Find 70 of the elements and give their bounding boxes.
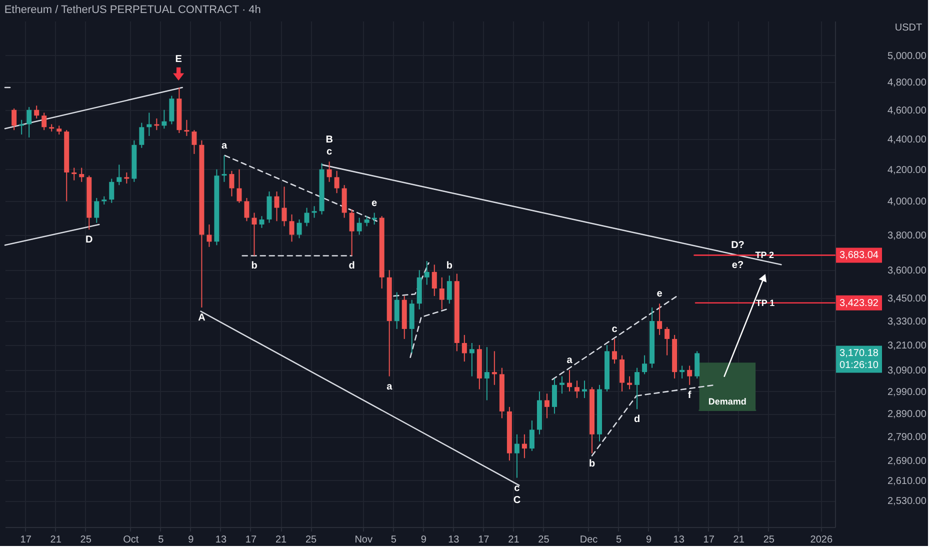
y-tick-label: 2,690.00 bbox=[888, 456, 927, 468]
annotation: e bbox=[372, 198, 378, 209]
y-tick-label: 3,800.00 bbox=[888, 230, 927, 242]
y-tick-label: 4,800.00 bbox=[888, 78, 927, 89]
chart-title: Ethereum / TetherUS PERPETUAL CONTRACT · 4h bbox=[4, 4, 261, 16]
x-tick-label: 5 bbox=[616, 534, 622, 546]
annotation: E bbox=[175, 54, 182, 65]
x-tick-label: 25 bbox=[763, 534, 775, 546]
x-tick-label: 17 bbox=[20, 534, 32, 546]
annotation: e bbox=[656, 288, 663, 300]
x-tick-label: 25 bbox=[538, 534, 550, 546]
x-tick-label: 21 bbox=[508, 534, 520, 546]
y-tick-label: 2,990.00 bbox=[888, 386, 927, 398]
annotation: C bbox=[513, 494, 521, 506]
annotation: c bbox=[326, 146, 333, 158]
y-tick-label: 3,600.00 bbox=[888, 266, 927, 277]
annotation: b bbox=[446, 260, 452, 272]
annotation: B bbox=[326, 134, 333, 146]
text: 3,170.18 01:26:10 bbox=[840, 348, 879, 372]
x-tick-label: 9 bbox=[420, 534, 427, 546]
x-tick-label: 25 bbox=[80, 534, 92, 546]
annotation: d bbox=[348, 260, 355, 272]
y-tick-label: 2,610.00 bbox=[888, 476, 927, 487]
x-tick-label: 5 bbox=[390, 534, 397, 546]
x-tick-label: 5 bbox=[158, 534, 164, 546]
annotation: c bbox=[612, 324, 618, 335]
y-tick-label: 3,090.00 bbox=[888, 365, 927, 376]
annotation: 3,423.92 bbox=[840, 298, 879, 309]
annotation: e? bbox=[732, 260, 744, 272]
annotation: b bbox=[588, 458, 596, 470]
annotation: 3,683.04 bbox=[840, 250, 879, 262]
y-tick-label: 4,600.00 bbox=[888, 105, 927, 116]
y-tick-label: 3,450.00 bbox=[888, 293, 927, 304]
x-tick-label: 13 bbox=[215, 534, 227, 546]
y-axis-title: USDT bbox=[894, 22, 922, 34]
annotation: c bbox=[514, 482, 520, 494]
y-tick-label: 4,000.00 bbox=[888, 196, 927, 208]
x-tick-label: 17 bbox=[478, 534, 490, 546]
annotation: A bbox=[198, 312, 206, 324]
annotation: a bbox=[221, 140, 228, 152]
x-tick-label: 9 bbox=[188, 534, 194, 546]
x-tick-label: 17 bbox=[703, 534, 715, 546]
annotation: a bbox=[566, 354, 573, 366]
x-tick-label: Nov bbox=[354, 534, 372, 546]
x-tick-label: 21 bbox=[50, 534, 62, 546]
x-tick-label: 21 bbox=[275, 534, 288, 546]
y-tick-label: 3,210.00 bbox=[888, 340, 927, 352]
x-tick-label: 9 bbox=[646, 534, 652, 546]
x-tick-label: 13 bbox=[448, 534, 460, 546]
x-tick-label: Dec bbox=[580, 534, 598, 546]
annotation: b bbox=[251, 260, 258, 272]
y-tick-label: 2,530.00 bbox=[888, 496, 927, 508]
y-tick-label: 2,790.00 bbox=[888, 432, 927, 444]
y-tick-label: 3,330.00 bbox=[888, 316, 927, 328]
annotation: f bbox=[688, 390, 692, 401]
annotation: D? bbox=[731, 240, 744, 252]
annotation: d bbox=[634, 414, 640, 426]
x-tick-label: 2026 bbox=[810, 534, 833, 546]
y-tick-label: 4,400.00 bbox=[888, 134, 927, 146]
y-tick-label: 4,200.00 bbox=[888, 164, 927, 176]
x-tick-label: 13 bbox=[673, 534, 685, 546]
y-tick-label: 2,890.00 bbox=[888, 409, 927, 420]
annotation: a bbox=[386, 381, 393, 392]
y-tick-label: 5,000.00 bbox=[888, 50, 927, 62]
x-tick-label: 17 bbox=[245, 534, 257, 546]
x-tick-label: Oct bbox=[123, 534, 139, 546]
x-tick-label: 21 bbox=[733, 534, 745, 546]
annotation: D bbox=[86, 234, 93, 246]
x-tick-label: 25 bbox=[305, 534, 318, 546]
series-label: Demamd bbox=[708, 396, 746, 406]
